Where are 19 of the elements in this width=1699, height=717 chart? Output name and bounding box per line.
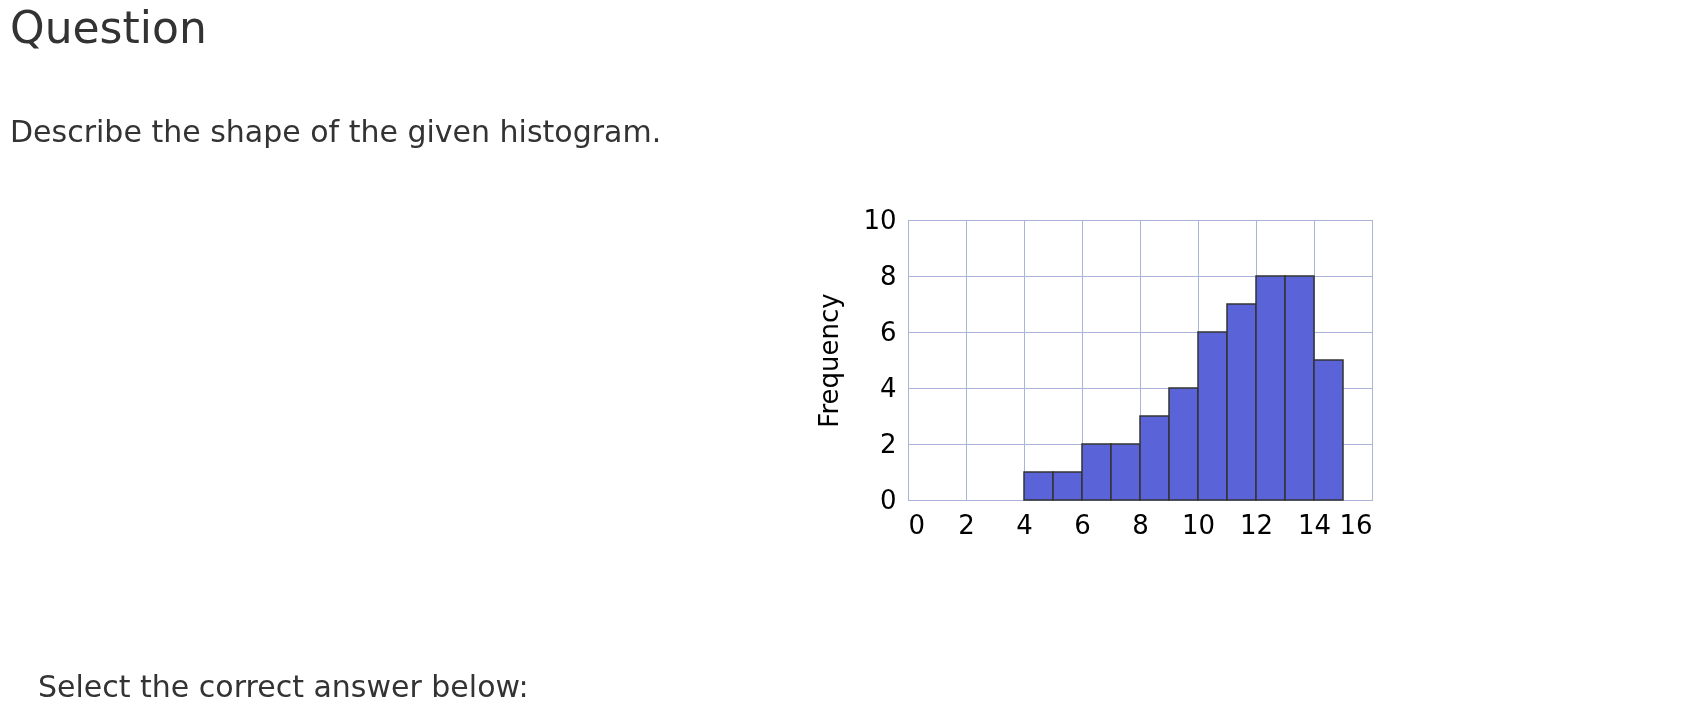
y-tick-label: 6 [879, 316, 897, 347]
y-tick-label: 2 [879, 428, 897, 459]
y-tick-label: 0 [879, 484, 897, 515]
x-tick-label: 12 [1239, 509, 1274, 540]
x-tick-label: 8 [1132, 509, 1149, 540]
text: Question [10, 2, 207, 53]
y-tick-label: 4 [879, 372, 897, 403]
x-tick-label: 2 [958, 509, 975, 540]
x-tick-label: 14 [1297, 509, 1332, 540]
y-tick-label: 8 [879, 260, 897, 291]
text: Select the correct answer below: [38, 669, 529, 704]
x-tick-label: 4 [1016, 509, 1033, 540]
x-tick-label: 6 [1074, 509, 1091, 540]
x-tick-label: 16 [1339, 509, 1373, 540]
y-tick-label: 10 [863, 204, 897, 235]
x-tick-label: 0 [908, 509, 926, 540]
text: Describe the shape of the given histogram. [10, 114, 662, 149]
x-tick-label: 10 [1181, 509, 1216, 540]
y-axis-title: Frequency [814, 293, 845, 428]
